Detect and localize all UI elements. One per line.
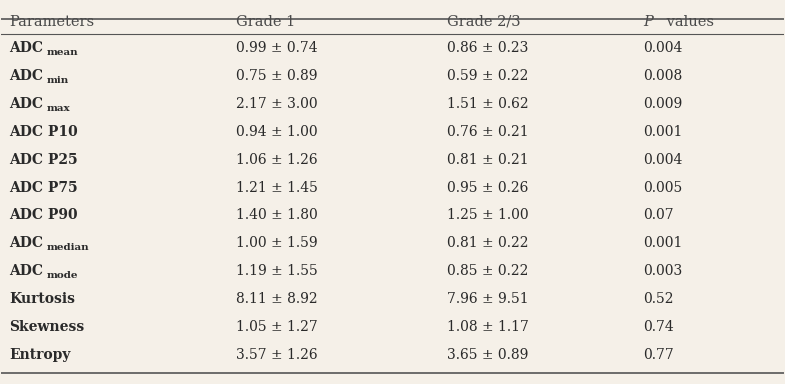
Text: ADC: ADC <box>9 69 43 83</box>
Text: min: min <box>47 76 69 85</box>
Text: 0.004: 0.004 <box>643 153 682 167</box>
Text: 2.17 ± 3.00: 2.17 ± 3.00 <box>236 97 318 111</box>
Text: 0.005: 0.005 <box>643 180 682 195</box>
Text: 1.51 ± 0.62: 1.51 ± 0.62 <box>447 97 529 111</box>
Text: Kurtosis: Kurtosis <box>9 292 75 306</box>
Text: ADC P75: ADC P75 <box>9 180 78 195</box>
Text: 1.06 ± 1.26: 1.06 ± 1.26 <box>236 153 318 167</box>
Text: 1.08 ± 1.17: 1.08 ± 1.17 <box>447 320 529 334</box>
Text: 0.07: 0.07 <box>643 209 674 222</box>
Text: ADC: ADC <box>9 97 43 111</box>
Text: ADC: ADC <box>9 264 43 278</box>
Text: 3.65 ± 0.89: 3.65 ± 0.89 <box>447 348 528 362</box>
Text: 1.40 ± 1.80: 1.40 ± 1.80 <box>236 209 318 222</box>
Text: 0.59 ± 0.22: 0.59 ± 0.22 <box>447 69 528 83</box>
Text: Entropy: Entropy <box>9 348 71 362</box>
Text: Grade 2/3: Grade 2/3 <box>447 15 521 29</box>
Text: 0.009: 0.009 <box>643 97 682 111</box>
Text: ADC: ADC <box>9 236 43 250</box>
Text: mode: mode <box>47 271 78 280</box>
Text: 1.21 ± 1.45: 1.21 ± 1.45 <box>236 180 318 195</box>
Text: 0.94 ± 1.00: 0.94 ± 1.00 <box>236 125 318 139</box>
Text: 0.81 ± 0.21: 0.81 ± 0.21 <box>447 153 529 167</box>
Text: max: max <box>47 104 71 113</box>
Text: 0.86 ± 0.23: 0.86 ± 0.23 <box>447 41 528 55</box>
Text: 0.003: 0.003 <box>643 264 682 278</box>
Text: median: median <box>47 243 89 252</box>
Text: 0.81 ± 0.22: 0.81 ± 0.22 <box>447 236 529 250</box>
Text: ADC P90: ADC P90 <box>9 209 78 222</box>
Text: ADC: ADC <box>9 41 43 55</box>
Text: 0.001: 0.001 <box>643 125 682 139</box>
Text: 0.85 ± 0.22: 0.85 ± 0.22 <box>447 264 528 278</box>
Text: 0.74: 0.74 <box>643 320 674 334</box>
Text: 1.05 ± 1.27: 1.05 ± 1.27 <box>236 320 318 334</box>
Text: 8.11 ± 8.92: 8.11 ± 8.92 <box>236 292 318 306</box>
Text: Grade 1: Grade 1 <box>236 15 295 29</box>
Text: values: values <box>663 15 714 29</box>
Text: 0.52: 0.52 <box>643 292 674 306</box>
Text: 0.008: 0.008 <box>643 69 682 83</box>
Text: ADC P25: ADC P25 <box>9 153 78 167</box>
Text: 0.76 ± 0.21: 0.76 ± 0.21 <box>447 125 529 139</box>
Text: ADC P10: ADC P10 <box>9 125 78 139</box>
Text: 0.77: 0.77 <box>643 348 674 362</box>
Text: 0.95 ± 0.26: 0.95 ± 0.26 <box>447 180 528 195</box>
Text: 0.001: 0.001 <box>643 236 682 250</box>
Text: 0.004: 0.004 <box>643 41 682 55</box>
Text: 0.75 ± 0.89: 0.75 ± 0.89 <box>236 69 318 83</box>
Text: P: P <box>643 15 652 29</box>
Text: mean: mean <box>47 48 78 57</box>
Text: Skewness: Skewness <box>9 320 85 334</box>
Text: Parameters: Parameters <box>9 15 94 29</box>
Text: 1.00 ± 1.59: 1.00 ± 1.59 <box>236 236 318 250</box>
Text: 0.99 ± 0.74: 0.99 ± 0.74 <box>236 41 318 55</box>
Text: 1.19 ± 1.55: 1.19 ± 1.55 <box>236 264 318 278</box>
Text: 1.25 ± 1.00: 1.25 ± 1.00 <box>447 209 529 222</box>
Text: 3.57 ± 1.26: 3.57 ± 1.26 <box>236 348 318 362</box>
Text: 7.96 ± 9.51: 7.96 ± 9.51 <box>447 292 529 306</box>
